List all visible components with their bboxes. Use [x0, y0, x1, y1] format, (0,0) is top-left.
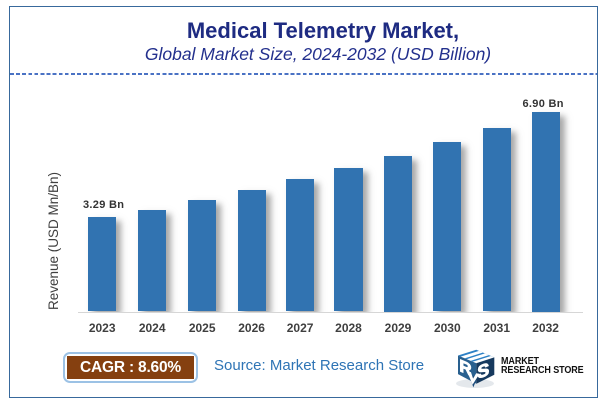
- svg-text:S: S: [477, 358, 489, 382]
